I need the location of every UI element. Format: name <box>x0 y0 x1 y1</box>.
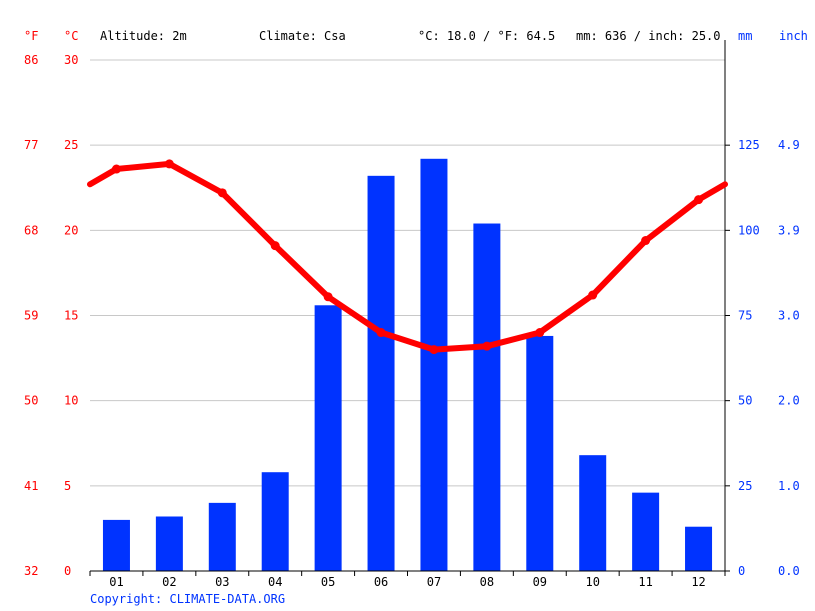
month-tick-label: 10 <box>585 575 599 589</box>
month-tick-label: 03 <box>215 575 229 589</box>
temperature-point <box>694 195 704 205</box>
month-tick-label: 09 <box>533 575 547 589</box>
celsius-tick-label: 5 <box>64 479 71 493</box>
celsius-unit-label: °C <box>64 29 78 43</box>
precipitation-bar <box>473 223 501 571</box>
temperature-point <box>323 292 333 302</box>
month-tick-label: 01 <box>109 575 123 589</box>
celsius-tick-label: 20 <box>64 223 78 237</box>
precipitation-bar <box>208 502 236 571</box>
precipitation-bar <box>261 472 289 571</box>
fahrenheit-tick-label: 50 <box>24 394 38 408</box>
precipitation-bar <box>685 526 713 571</box>
temperature-point <box>164 159 174 169</box>
inch-tick-label: 2.0 <box>778 394 800 408</box>
left-axis-ticks: 86 30 77 25 68 20 59 15 50 10 41 5 32 0 <box>24 53 78 578</box>
average-temperature-label: °C: 18.0 / °F: 64.5 <box>418 29 555 43</box>
mm-tick-label: 25 <box>738 479 752 493</box>
precipitation-bar <box>155 516 183 571</box>
precipitation-bar <box>314 305 342 571</box>
gridlines <box>90 59 725 487</box>
temperature-point <box>376 328 386 338</box>
mm-unit-label: mm <box>738 29 752 43</box>
altitude-label: Altitude: 2m <box>100 29 187 43</box>
precipitation-bar <box>579 455 607 571</box>
celsius-tick-label: 15 <box>64 309 78 323</box>
inch-tick-label: 4.9 <box>778 138 800 152</box>
celsius-tick-label: 30 <box>64 53 78 67</box>
precipitation-bar <box>367 175 395 571</box>
temperature-point <box>217 188 227 198</box>
precipitation-bar <box>632 492 660 571</box>
month-tick-label: 02 <box>162 575 176 589</box>
annual-precipitation-label: mm: 636 / inch: 25.0 <box>576 29 721 43</box>
celsius-tick-label: 25 <box>64 138 78 152</box>
temperature-point <box>641 236 651 246</box>
mm-tick-label: 50 <box>738 394 752 408</box>
temperature-point <box>482 341 492 351</box>
temperature-series-line <box>87 160 728 353</box>
fahrenheit-tick-label: 59 <box>24 309 38 323</box>
precipitation-bar <box>420 158 448 571</box>
month-tick-label: 08 <box>480 575 494 589</box>
temperature-point <box>111 164 121 174</box>
month-tick-label: 07 <box>427 575 441 589</box>
precipitation-bars <box>102 158 713 571</box>
fahrenheit-tick-label: 41 <box>24 479 38 493</box>
fahrenheit-tick-label: 32 <box>24 564 38 578</box>
temperature-point <box>588 290 598 300</box>
celsius-tick-label: 0 <box>64 564 71 578</box>
month-tick-label: 05 <box>321 575 335 589</box>
mm-tick-label: 100 <box>738 223 760 237</box>
mm-tick-label: 0 <box>738 564 745 578</box>
inch-tick-label: 3.0 <box>778 309 800 323</box>
fahrenheit-unit-label: °F <box>24 29 38 43</box>
climate-class-label: Climate: Csa <box>259 29 346 43</box>
fahrenheit-tick-label: 77 <box>24 138 38 152</box>
copyright-link[interactable]: Copyright: CLIMATE-DATA.ORG <box>90 592 285 606</box>
temperature-point <box>535 328 545 338</box>
temperature-point <box>270 241 280 251</box>
month-tick-label: 04 <box>268 575 282 589</box>
fahrenheit-tick-label: 68 <box>24 223 38 237</box>
mm-tick-label: 75 <box>738 309 752 323</box>
right-axis-ticks: 125 4.9 100 3.9 75 3.0 50 2.0 25 1.0 0 0.0 <box>724 40 800 578</box>
month-tick-label: 11 <box>638 575 652 589</box>
x-axis: 01 02 03 04 05 06 07 08 09 10 11 12 <box>89 570 726 589</box>
precipitation-bar <box>102 519 130 571</box>
temperature-line <box>87 159 728 355</box>
fahrenheit-tick-label: 86 <box>24 53 38 67</box>
celsius-tick-label: 10 <box>64 394 78 408</box>
inch-tick-label: 3.9 <box>778 223 800 237</box>
inch-tick-label: 1.0 <box>778 479 800 493</box>
month-tick-label: 06 <box>374 575 388 589</box>
precipitation-bar <box>526 335 554 571</box>
inch-unit-label: inch <box>779 29 808 43</box>
mm-tick-label: 125 <box>738 138 760 152</box>
month-tick-label: 12 <box>691 575 705 589</box>
inch-tick-label: 0.0 <box>778 564 800 578</box>
temperature-point <box>429 345 439 355</box>
